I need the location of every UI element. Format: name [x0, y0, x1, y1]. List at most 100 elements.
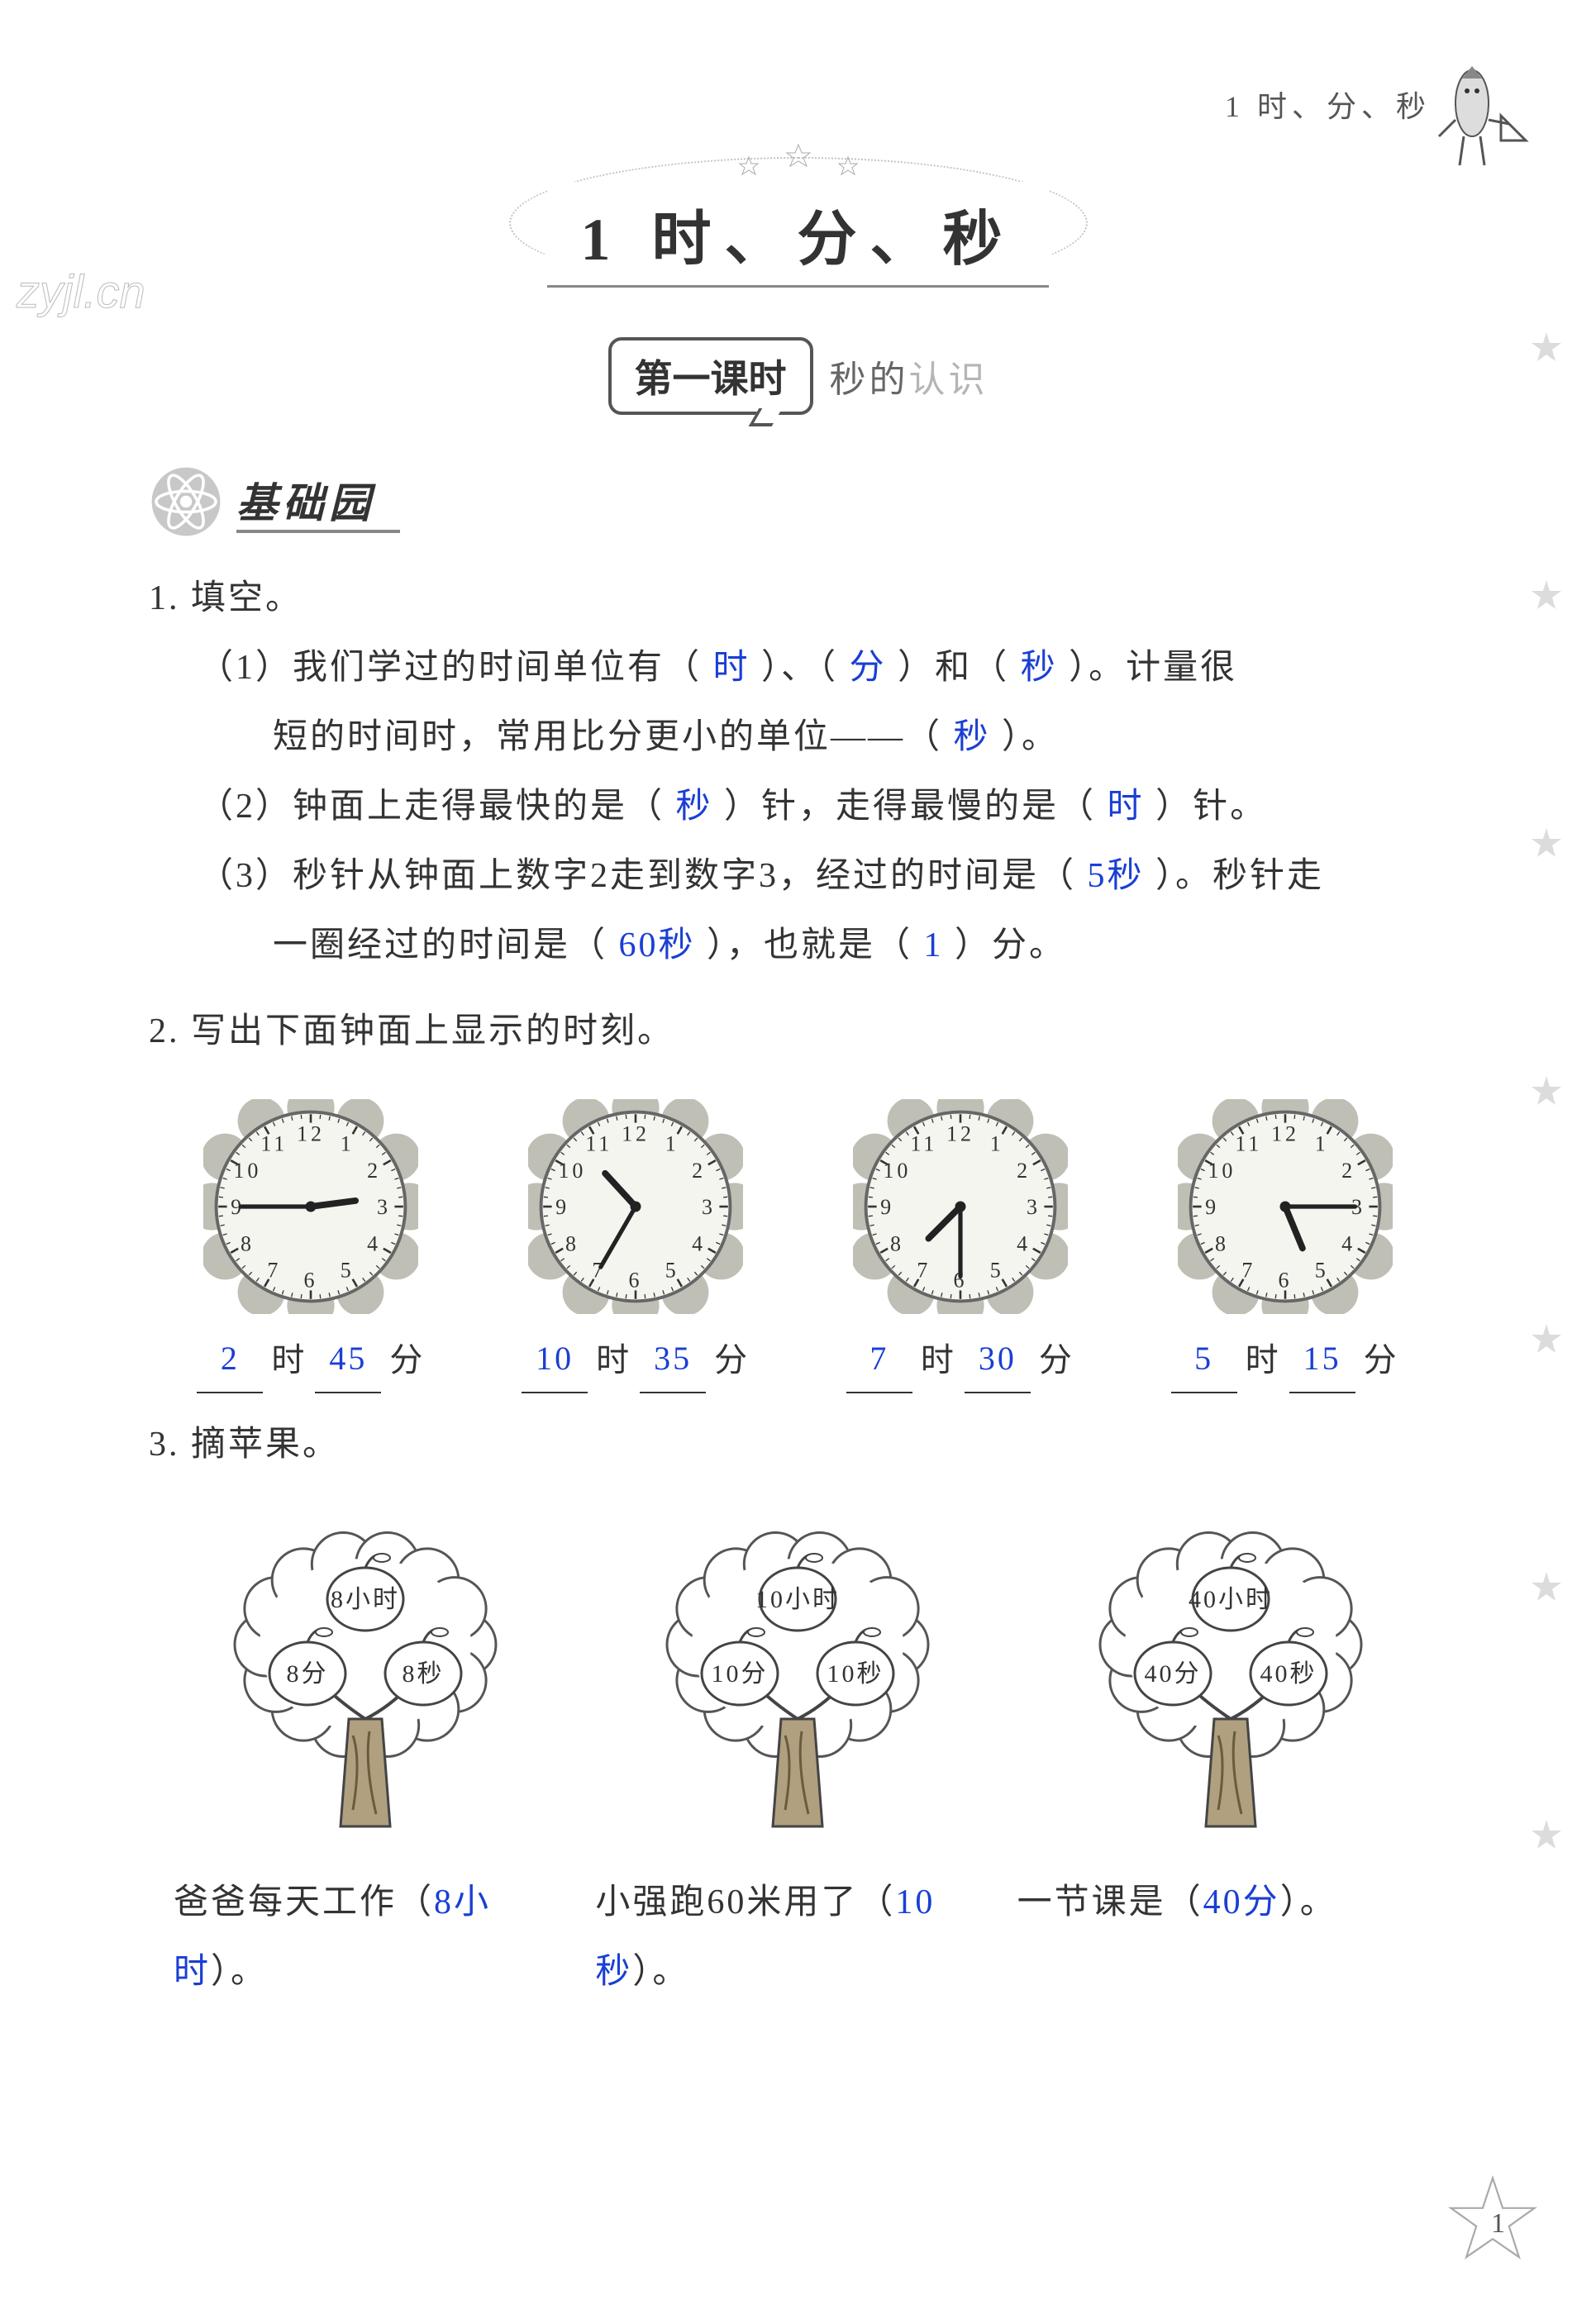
star-icon	[1530, 331, 1563, 364]
chapter-title: 1 时、分、秒	[547, 182, 1048, 288]
answer-blank: 60秒	[619, 926, 696, 964]
clock-item: 123456789101112 7 时 30 分	[846, 1099, 1074, 1393]
svg-text:40秒: 40秒	[1260, 1660, 1317, 1688]
section-title: 基础园	[236, 470, 400, 533]
text: ）。秒针走	[1155, 857, 1324, 895]
svg-text:11: 11	[261, 1132, 288, 1156]
svg-text:4: 4	[692, 1231, 706, 1255]
worksheet-page: 1 时、分、秒 zyjl.cn 1 时、分、秒 第一课时 秒的认识	[0, 0, 1596, 2314]
svg-text:9: 9	[880, 1195, 894, 1219]
atom-icon	[149, 464, 223, 539]
svg-text:7: 7	[917, 1259, 931, 1283]
svg-text:8秒: 8秒	[402, 1660, 444, 1688]
svg-text:4: 4	[367, 1231, 381, 1255]
clock-icon: 123456789101112	[203, 1099, 418, 1314]
text: 一圈经过的时间是（	[273, 926, 607, 964]
lesson-sub-faint: 认识	[909, 359, 989, 400]
answer-blank: 时	[1108, 788, 1145, 826]
svg-text:4: 4	[1341, 1231, 1355, 1255]
svg-text:10小时: 10小时	[755, 1586, 840, 1613]
clock-answer: 5 时 15 分	[1171, 1326, 1399, 1393]
clock-icon: 123456789101112	[853, 1099, 1068, 1314]
tree-item: 40小时 40分 40秒	[1074, 1521, 1388, 1835]
answer-blank: 秒	[1021, 649, 1058, 687]
clock-item: 123456789101112 5 时 15 分	[1171, 1099, 1399, 1393]
q1-head: 1. 填空。	[149, 564, 1447, 633]
text: （1）我们学过的时间单位有（	[198, 649, 702, 687]
svg-text:12: 12	[297, 1122, 325, 1146]
apple-tree-icon: 8小时 8分 8秒	[208, 1521, 522, 1835]
text: ）。计量很	[1069, 649, 1237, 687]
svg-text:6: 6	[304, 1269, 318, 1293]
tree-item: 8小时 8分 8秒	[208, 1521, 522, 1835]
answer-blank: 1	[924, 926, 944, 964]
question-2: 2. 写出下面钟面上显示的时刻。 123456789101112 2 时 45 …	[149, 997, 1447, 1393]
q2-head: 2. 写出下面钟面上显示的时刻。	[149, 997, 1447, 1066]
text: ）分。	[955, 926, 1066, 964]
side-decorations	[1530, 331, 1563, 1851]
answer-blank: 分	[850, 649, 887, 687]
chapter-title-wrap: 1 时、分、秒	[426, 182, 1170, 288]
answer-hour: 5	[1171, 1326, 1237, 1393]
svg-text:5: 5	[665, 1259, 679, 1283]
svg-text:2: 2	[1017, 1159, 1031, 1183]
answer-minute: 30	[965, 1326, 1031, 1393]
q1-part1-line1: （1）我们学过的时间单位有（ 时 ）、（ 分 ）和（ 秒 ）。计量很	[149, 633, 1447, 702]
question-3: 3. 摘苹果。 8小时 8分 8秒	[149, 1410, 1447, 2007]
answer-minute: 15	[1289, 1326, 1355, 1393]
q1-part3-line2: 一圈经过的时间是（ 60秒 ），也就是（ 1 ）分。	[149, 911, 1447, 980]
text: ），也就是（	[707, 926, 912, 964]
q3-answers-row: 爸爸每天工作（8小时）。小强跑60米用了（10秒）。一节课是（40分）。	[149, 1868, 1447, 2007]
label-minute: 分	[389, 1327, 425, 1393]
svg-text:1: 1	[341, 1132, 355, 1156]
text: ）、（	[761, 649, 838, 687]
svg-text:6: 6	[629, 1269, 643, 1293]
q1-part2: （2）钟面上走得最快的是（ 秒 ）针，走得最慢的是（ 时 ）针。	[149, 772, 1447, 841]
lesson-number-pill: 第一课时	[608, 337, 813, 415]
svg-text:11: 11	[910, 1132, 937, 1156]
lesson-sub-prefix: 秒的	[830, 359, 909, 400]
svg-text:9: 9	[1205, 1195, 1219, 1219]
svg-text:8: 8	[1215, 1231, 1229, 1255]
text: ）和（	[898, 649, 1009, 687]
svg-text:7: 7	[1241, 1259, 1255, 1283]
svg-text:5: 5	[341, 1259, 355, 1283]
q3-answer-line: 一节课是（40分）。	[1009, 1868, 1431, 2007]
svg-text:8: 8	[241, 1231, 255, 1255]
q1-part1-line2: 短的时间时，常用比分更小的单位——（ 秒 ）。	[149, 702, 1447, 772]
svg-text:10: 10	[559, 1159, 587, 1183]
label-hour: 时	[271, 1327, 307, 1393]
answer-blank: 5秒	[1088, 857, 1145, 895]
answer-blank: 秒	[676, 788, 713, 826]
text: （3）秒针从钟面上数字2走到数字3，经过的时间是（	[198, 857, 1076, 895]
clock-item: 123456789101112 2 时 45 分	[197, 1099, 425, 1393]
svg-text:4: 4	[1017, 1231, 1031, 1255]
q3-head: 3. 摘苹果。	[149, 1410, 1447, 1479]
svg-text:11: 11	[1235, 1132, 1262, 1156]
star-icon	[1530, 1074, 1563, 1107]
svg-text:12: 12	[946, 1122, 974, 1146]
content-body: 1. 填空。 （1）我们学过的时间单位有（ 时 ）、（ 分 ）和（ 秒 ）。计量…	[116, 564, 1480, 2007]
svg-text:5: 5	[1314, 1259, 1328, 1283]
watermark-text: zyjl.cn	[17, 264, 145, 318]
text: 一节课是（	[1017, 1883, 1203, 1921]
text: ）针，走得最慢的是（	[724, 788, 1096, 826]
label-minute: 分	[1039, 1327, 1074, 1393]
apple-tree-icon: 40小时 40分 40秒	[1074, 1521, 1388, 1835]
tree-item: 10小时 10分 10秒	[641, 1521, 955, 1835]
trees-row: 8小时 8分 8秒 10小时 1	[149, 1521, 1447, 1835]
clock-item: 123456789101112 10 时 35 分	[522, 1099, 750, 1393]
clock-answer: 7 时 30 分	[846, 1326, 1074, 1393]
label-hour: 时	[1246, 1327, 1281, 1393]
apple-tree-icon: 10小时 10分 10秒	[641, 1521, 955, 1835]
svg-text:40小时: 40小时	[1189, 1586, 1273, 1613]
text: ）针。	[1155, 788, 1267, 826]
text: 短的时间时，常用比分更小的单位——（	[273, 718, 942, 756]
text: 爸爸每天工作（	[174, 1883, 434, 1921]
svg-text:12: 12	[622, 1122, 650, 1146]
clocks-row: 123456789101112 2 时 45 分 123456789101112…	[149, 1099, 1447, 1393]
answer-hour: 10	[522, 1326, 588, 1393]
svg-text:8: 8	[565, 1231, 579, 1255]
star-icon	[1530, 1570, 1563, 1603]
svg-text:8分: 8分	[286, 1660, 328, 1688]
